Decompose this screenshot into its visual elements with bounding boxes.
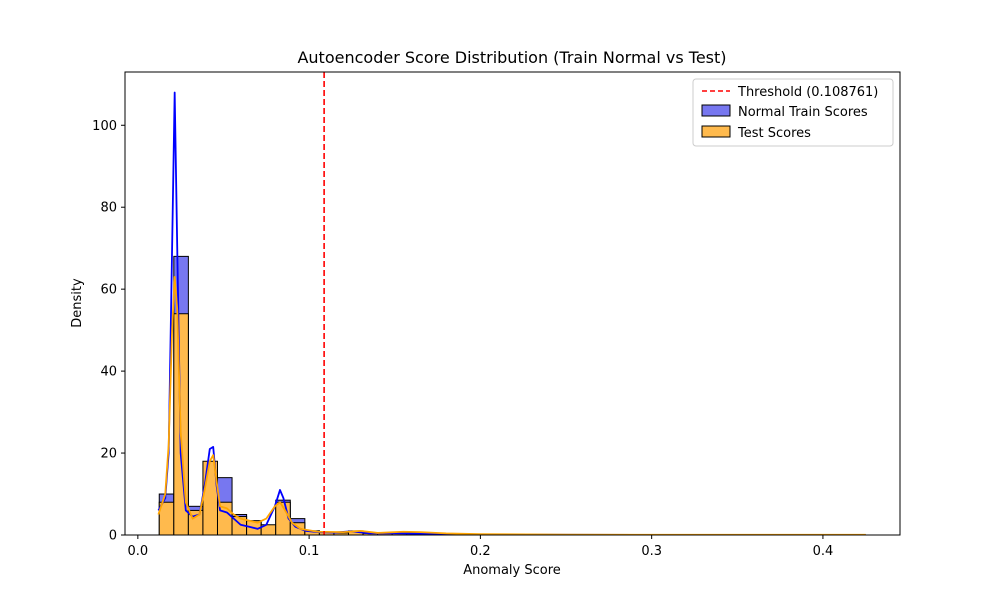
kde-curves	[157, 91, 866, 535]
legend-train-label: Normal Train Scores	[738, 105, 868, 120]
kde-line-train	[157, 91, 866, 535]
x-tick-label: 0.3	[641, 544, 662, 559]
y-tick-label: 0	[109, 529, 117, 544]
legend-threshold-label: Threshold (0.108761)	[737, 85, 878, 100]
legend-test-swatch	[701, 125, 731, 138]
y-tick-label: 80	[100, 201, 117, 216]
y-axis-title: Density	[70, 278, 85, 328]
legend-box	[692, 78, 894, 147]
x-tick-label: 0.0	[128, 544, 149, 559]
x-tick-label: 0.4	[813, 544, 834, 559]
y-tick-label: 40	[100, 365, 117, 380]
chart-title: Autoencoder Score Distribution (Train No…	[297, 48, 726, 67]
y-axis-ticks: 0 20 40 60 80 100	[92, 119, 125, 544]
y-tick-label: 100	[92, 119, 117, 134]
legend: Threshold (0.108761) Normal Train Scores…	[692, 78, 894, 147]
y-tick-label: 60	[100, 283, 117, 298]
y-tick-label: 20	[100, 447, 117, 462]
legend-test-label: Test Scores	[737, 126, 811, 141]
plot-frame	[124, 71, 901, 536]
legend-train-swatch	[701, 104, 731, 117]
x-axis-title: Anomaly Score	[463, 563, 561, 578]
kde-line-test	[157, 275, 866, 535]
x-axis-ticks: 0.0 0.1 0.2 0.3 0.4	[128, 535, 834, 559]
x-tick-label: 0.1	[299, 544, 320, 559]
x-tick-label: 0.2	[470, 544, 491, 559]
